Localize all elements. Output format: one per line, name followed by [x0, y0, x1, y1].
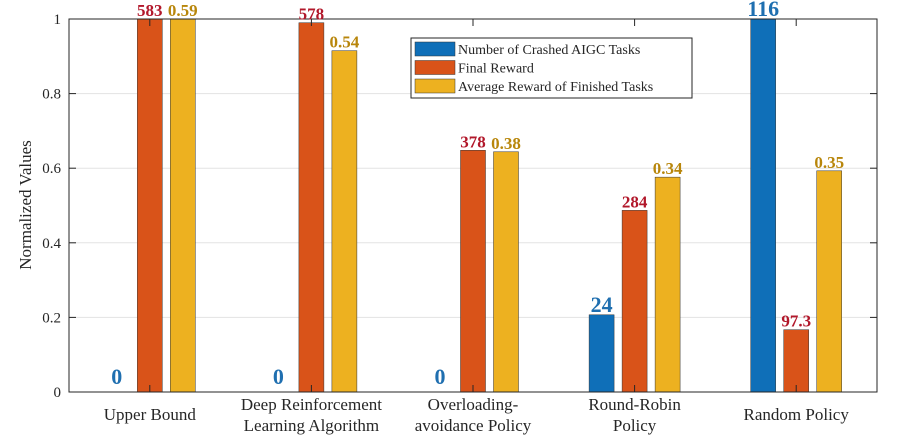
- data-label: 0: [435, 364, 446, 389]
- data-label: 24: [591, 292, 613, 317]
- data-label: 578: [299, 5, 325, 24]
- legend-label: Final Reward: [458, 62, 534, 77]
- legend-box: [410, 37, 693, 99]
- bar: [493, 151, 519, 393]
- data-label: 0.34: [653, 159, 683, 178]
- data-label: 97.3: [781, 312, 811, 331]
- y-tick-label: 1: [54, 12, 62, 28]
- bar: [750, 18, 776, 393]
- x-category-label: Learning Algorithm: [244, 416, 380, 435]
- data-label: 0.59: [168, 1, 198, 20]
- legend: Number of Crashed AIGC Tasks Final Reward…: [410, 37, 693, 99]
- data-label: 284: [622, 192, 648, 211]
- bar: [460, 150, 486, 393]
- data-label: 583: [137, 1, 163, 20]
- y-tick-label: 0.2: [42, 310, 61, 326]
- data-label: 0.38: [491, 134, 521, 153]
- data-label: 116: [747, 0, 779, 21]
- x-category-label: Random Policy: [744, 405, 850, 424]
- legend-swatch: [414, 60, 456, 75]
- bar: [137, 18, 163, 393]
- bar: [588, 314, 615, 393]
- bar: [654, 176, 681, 393]
- y-axis-ticks: 0 0.2 0.4 0.6 0.8 1: [42, 12, 877, 401]
- x-category-label: Upper Bound: [104, 405, 197, 424]
- data-label: 378: [460, 132, 486, 151]
- y-tick-label: 0.6: [42, 161, 61, 177]
- bar: [783, 329, 809, 393]
- bar: [298, 22, 325, 393]
- x-category-label: Overloading-: [428, 395, 519, 414]
- data-label: 0: [111, 364, 122, 389]
- x-category-label: Round-Robin: [588, 395, 681, 414]
- data-labels: 0 583 0.59 0 578 0.54 0 378 0.38 24 284 0.34 116 97.3…: [111, 0, 844, 389]
- legend-swatch: [414, 78, 456, 94]
- legend-swatch: [414, 41, 456, 57]
- data-label: 0.54: [330, 33, 360, 52]
- data-label: 0.35: [814, 153, 844, 172]
- x-category-label: avoidance Policy: [415, 416, 532, 435]
- bar: [170, 18, 196, 393]
- bar: [331, 50, 358, 393]
- bar: [816, 170, 842, 393]
- x-category-label: Deep Reinforcement: [241, 395, 382, 414]
- y-tick-label: 0: [54, 385, 62, 401]
- legend-label: Average Reward of Finished Tasks: [458, 80, 653, 95]
- data-label: 0: [273, 364, 284, 389]
- bar: [621, 210, 648, 393]
- legend-label: Number of Crashed AIGC Tasks: [458, 43, 640, 58]
- x-axis-categories: Upper Bound Deep Reinforcement Learning Al…: [104, 19, 850, 435]
- y-tick-label: 0.4: [42, 236, 61, 252]
- x-category-label: Policy: [613, 416, 657, 435]
- y-axis-label: Normalized Values: [16, 140, 35, 270]
- y-tick-label: 0.8: [42, 87, 61, 103]
